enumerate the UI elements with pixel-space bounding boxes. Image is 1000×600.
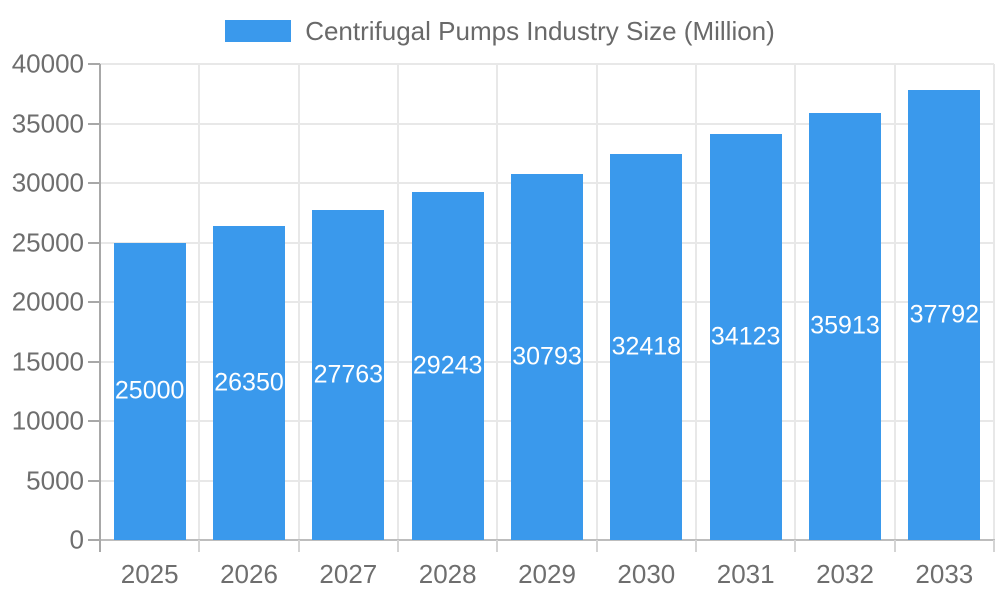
y-axis-tick — [88, 301, 100, 303]
y-tick-label: 5000 — [26, 465, 84, 495]
legend-color-swatch — [225, 20, 292, 42]
x-axis-tick — [993, 540, 995, 552]
x-axis-tick — [297, 540, 300, 552]
x-tick-label: 2032 — [816, 559, 874, 589]
bar-value-label: 37792 — [909, 300, 980, 329]
bar[interactable] — [411, 192, 484, 540]
x-axis-tick — [397, 540, 399, 552]
x-tick-label: 2033 — [915, 559, 974, 589]
x-axis-tick — [496, 540, 499, 552]
y-tick-label: 30000 — [11, 167, 84, 198]
y-tick-label: 20000 — [11, 286, 84, 317]
y-axis-tick — [88, 241, 100, 244]
bar[interactable] — [908, 90, 981, 540]
y-tick-label: 35000 — [11, 108, 84, 138]
x-axis-line — [99, 539, 995, 541]
y-axis-tick — [88, 182, 100, 184]
bar-value-label: 25000 — [114, 376, 185, 405]
x-axis-tick — [893, 540, 896, 552]
y-tick-label: 25000 — [11, 227, 84, 257]
bar-value-label: 34123 — [710, 322, 781, 351]
v-gridline — [297, 64, 300, 540]
v-gridline — [198, 64, 201, 540]
h-gridline — [100, 63, 994, 65]
x-axis-tick — [99, 540, 101, 552]
y-axis-tick — [88, 479, 100, 482]
y-tick-label: 10000 — [11, 405, 84, 436]
bar-value-label: 32418 — [611, 332, 682, 361]
bar[interactable] — [213, 226, 285, 540]
v-gridline — [695, 64, 697, 540]
x-tick-label: 2025 — [120, 559, 179, 589]
bar-value-label: 35913 — [810, 311, 880, 340]
v-gridline — [794, 64, 797, 540]
chart-legend-item[interactable]: Centrifugal Pumps Industry Size (Million… — [0, 15, 1000, 46]
bar[interactable] — [312, 209, 385, 540]
bar[interactable] — [709, 133, 782, 540]
v-gridline — [397, 64, 399, 540]
x-tick-label: 2031 — [716, 559, 775, 589]
y-axis-tick — [88, 420, 100, 422]
bar[interactable] — [113, 242, 186, 540]
y-tick-label: 40000 — [11, 48, 84, 79]
y-tick-label: 15000 — [11, 346, 84, 376]
x-axis-tick — [794, 540, 797, 552]
bar-value-label: 29243 — [412, 351, 483, 380]
y-axis-line — [99, 64, 101, 540]
h-gridline — [100, 122, 994, 125]
v-gridline — [496, 64, 499, 540]
x-axis-tick — [595, 540, 598, 552]
x-tick-label: 2030 — [617, 559, 676, 589]
bar-value-label: 27763 — [313, 360, 384, 389]
x-axis-tick — [198, 540, 201, 552]
x-tick-label: 2028 — [418, 559, 477, 589]
x-axis-tick — [695, 540, 697, 552]
bar[interactable] — [809, 112, 881, 540]
y-axis-tick — [88, 539, 100, 541]
bar[interactable] — [610, 154, 683, 540]
y-axis-tick — [88, 122, 100, 125]
bar-value-label: 30793 — [512, 342, 582, 371]
v-gridline — [893, 64, 896, 540]
x-tick-label: 2027 — [319, 559, 378, 589]
v-gridline — [993, 64, 995, 540]
x-tick-label: 2029 — [518, 559, 576, 589]
y-axis-tick — [88, 63, 100, 65]
bar-value-label: 26350 — [214, 368, 284, 397]
bar[interactable] — [511, 173, 583, 540]
y-tick-label: 0 — [69, 524, 84, 555]
y-axis-tick — [88, 360, 100, 363]
x-tick-label: 2026 — [220, 559, 278, 589]
v-gridline — [595, 64, 598, 540]
legend-label: Centrifugal Pumps Industry Size (Million… — [305, 15, 775, 46]
